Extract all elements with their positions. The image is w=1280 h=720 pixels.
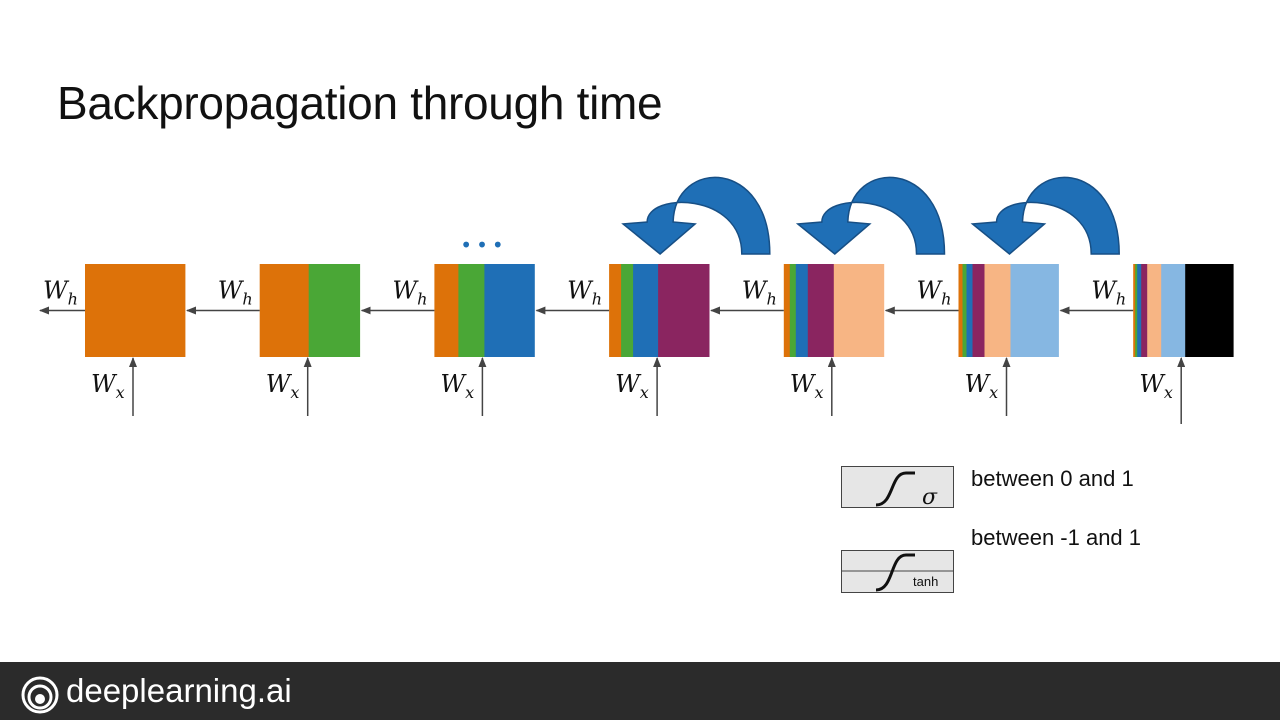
wx-label-2: Wx	[266, 370, 300, 402]
backprop-arrow-shape-3	[970, 176, 1120, 255]
tanh-range-text: between -1 and 1	[971, 525, 1142, 550]
cell-5-stripe-orange	[783, 264, 791, 357]
cell-3-stripe-orange	[434, 264, 459, 357]
wx-label-3: Wx	[440, 370, 474, 402]
wx-label-6: Wx	[965, 370, 999, 402]
tanh-label: tanh	[913, 574, 938, 589]
rnn-cell-2	[259, 264, 361, 357]
cell-6-stripe-blue	[966, 264, 973, 357]
cell-4-stripe-blue	[633, 264, 659, 357]
brand-name: deeplearning.ai	[66, 672, 292, 709]
cell-6-stripe-green	[962, 264, 967, 357]
cell-3-stripe-green	[458, 264, 485, 357]
backprop-arrow-shape-2	[795, 176, 946, 255]
cell-2-stripe-green	[308, 264, 361, 357]
cell-6-stripe-purple	[972, 264, 985, 357]
rnn-cell-1	[85, 264, 186, 357]
connection-arrows	[39, 306, 1186, 424]
cell-6-stripe-orange	[958, 264, 963, 357]
cell-5-stripe-blue	[795, 264, 809, 357]
sigma-symbol: σ	[922, 485, 938, 507]
cell-1-stripe-orange	[85, 264, 186, 357]
wh-label-4: Wh	[567, 277, 602, 309]
rnn-cell-7	[1133, 264, 1234, 357]
wh-label-3: Wh	[392, 277, 427, 309]
cell-3-stripe-blue	[484, 264, 535, 357]
footer-bar	[0, 662, 1280, 720]
cell-4-stripe-purple	[658, 264, 710, 357]
cell-2-stripe-orange	[259, 264, 310, 357]
backprop-arrow-3	[970, 176, 1120, 255]
wh-label-7: Wh	[1091, 277, 1126, 309]
cell-5-stripe-peach	[833, 264, 885, 357]
backprop-arrows	[621, 176, 1120, 255]
cell-4-stripe-orange	[609, 264, 622, 357]
cell-7-stripe-green	[1135, 264, 1138, 357]
cell-4-stripe-green	[621, 264, 634, 357]
rnn-cells	[85, 264, 1234, 357]
backprop-arrow-2	[795, 176, 946, 255]
cell-7-stripe-peach	[1147, 264, 1162, 357]
tanh-legend-box: tanh	[841, 550, 954, 593]
slide-title: Backpropagation through time	[57, 77, 663, 129]
sigmoid-legend-box: σ	[841, 466, 954, 510]
cell-7-stripe-orange	[1133, 264, 1136, 357]
wh-label-1: Wh	[43, 277, 78, 309]
deeplearning-logo-icon	[21, 676, 59, 714]
rnn-unrolled-diagram: Wh Wx Wh Wx Wh Wx Wh Wx Wh Wx Wh Wx Wh Wx •••	[39, 176, 1234, 424]
backprop-arrow-1	[621, 176, 771, 255]
wx-label-1: Wx	[91, 370, 125, 402]
cell-6-stripe-lightblue	[1010, 264, 1059, 357]
cell-7-stripe-lightblue	[1161, 264, 1186, 357]
backprop-arrow-shape-1	[621, 176, 771, 255]
wh-label-2: Wh	[218, 277, 253, 309]
wh-label-6: Wh	[917, 277, 952, 309]
cell-7-stripe-blue	[1137, 264, 1142, 357]
wx-label-7: Wx	[1139, 370, 1173, 402]
tanh-curve-icon: tanh	[842, 553, 953, 592]
ellipsis-dots: •••	[460, 233, 507, 257]
cell-7-stripe-purple	[1141, 264, 1148, 357]
rnn-cell-6	[958, 264, 1059, 357]
cell-7-stripe-black	[1185, 264, 1234, 357]
sigmoid-curve-icon: σ	[875, 471, 938, 510]
cell-5-stripe-green	[789, 264, 797, 357]
wx-label-5: Wx	[790, 370, 824, 402]
rnn-cell-4	[609, 264, 710, 357]
cell-5-stripe-purple	[807, 264, 835, 357]
sigmoid-range-text: between 0 and 1	[971, 466, 1134, 491]
wx-label-4: Wx	[615, 370, 649, 402]
rnn-cell-3	[434, 264, 535, 357]
rnn-cell-5	[783, 264, 885, 357]
weight-labels: Wh Wx Wh Wx Wh Wx Wh Wx Wh Wx Wh Wx Wh Wx	[43, 277, 1173, 403]
cell-6-stripe-peach	[984, 264, 1011, 357]
wh-label-5: Wh	[742, 277, 777, 309]
